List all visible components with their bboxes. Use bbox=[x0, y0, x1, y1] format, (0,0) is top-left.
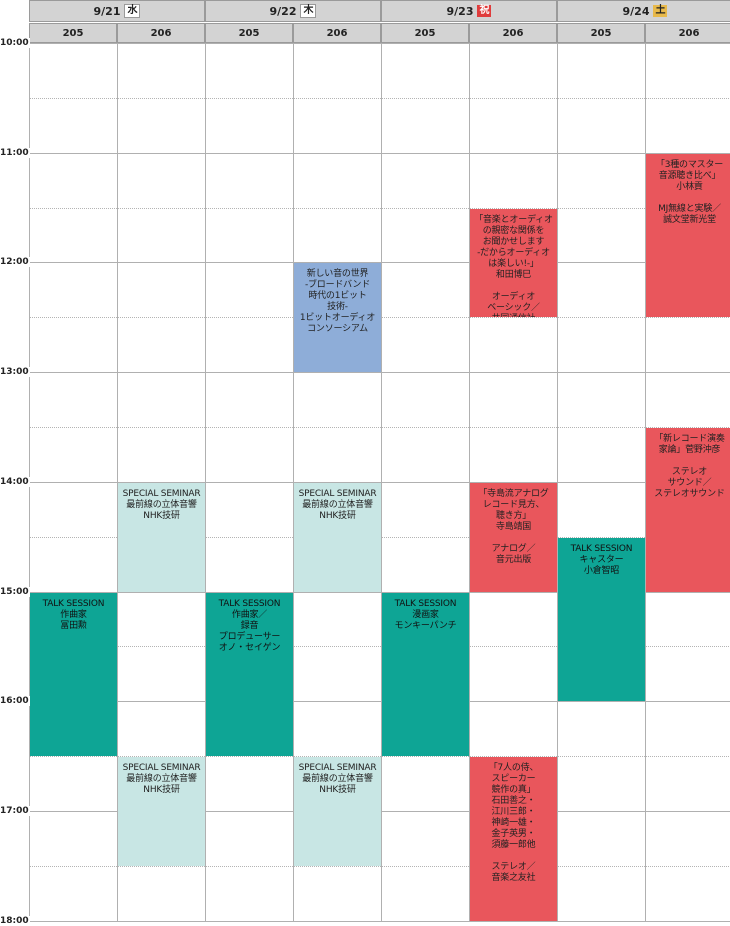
event-block[interactable]: TALK SESSION 漫画家 モンキーパンチ bbox=[382, 593, 469, 756]
day-date: 9/23 bbox=[446, 4, 474, 18]
weekday-badge: 木 bbox=[300, 4, 317, 18]
room-header: 205 bbox=[205, 23, 293, 43]
hour-line bbox=[29, 701, 730, 702]
column-line bbox=[293, 43, 294, 921]
hour-line bbox=[29, 262, 730, 263]
time-label: 18:00 bbox=[0, 916, 30, 926]
half-hour-line bbox=[29, 646, 730, 647]
hour-line bbox=[29, 372, 730, 373]
time-label: 15:00 bbox=[0, 587, 30, 597]
hour-line bbox=[29, 482, 730, 483]
event-block[interactable]: TALK SESSION 作曲家／ 録音 プロデューサー オノ・セイゲン bbox=[206, 593, 293, 756]
time-label: 14:00 bbox=[0, 477, 30, 487]
half-hour-line bbox=[29, 866, 730, 867]
weekday-badge: 土 bbox=[653, 5, 668, 17]
hour-line bbox=[29, 43, 730, 44]
room-header: 206 bbox=[469, 23, 557, 43]
room-header: 206 bbox=[293, 23, 381, 43]
hour-line bbox=[29, 921, 730, 922]
event-block[interactable]: 「新レコード演奏 家論」菅野沖彦 ステレオ サウンド／ ステレオサウンド bbox=[646, 428, 730, 592]
half-hour-line bbox=[29, 98, 730, 99]
weekday-badge: 水 bbox=[124, 4, 141, 18]
day-date: 9/22 bbox=[269, 4, 297, 18]
event-block[interactable]: 新しい音の世界 -ブロードバンド 時代の1ビット 技術- 1ビットオーディオ コ… bbox=[294, 263, 381, 372]
event-block[interactable]: TALK SESSION キャスター 小倉智昭 bbox=[558, 538, 645, 701]
half-hour-line bbox=[29, 208, 730, 209]
event-block[interactable]: SPECIAL SEMINAR 最前線の立体音響 NHK技研 bbox=[294, 483, 381, 592]
time-label: 12:00 bbox=[0, 257, 30, 267]
time-label: 16:00 bbox=[0, 696, 30, 706]
time-label: 13:00 bbox=[0, 367, 30, 377]
day-date: 9/24 bbox=[622, 4, 650, 18]
day-header-9-24: 9/24 土 bbox=[557, 0, 730, 22]
event-block[interactable]: SPECIAL SEMINAR 最前線の立体音響 NHK技研 bbox=[118, 757, 205, 866]
room-header: 205 bbox=[381, 23, 469, 43]
event-block[interactable]: 「3種のマスター 音源聴き比べ」 小林貢 MJ無線と実験／ 誠文堂新光堂 bbox=[646, 154, 730, 317]
hour-line bbox=[29, 153, 730, 154]
room-header: 206 bbox=[117, 23, 205, 43]
day-header-9-21: 9/21 水 bbox=[29, 0, 205, 22]
event-block[interactable]: 「7人の侍、 スピーカー 競作の真」 石田善之・ 江川三郎・ 神崎一雄・ 金子英… bbox=[470, 757, 557, 921]
weekday-badge: 祝 bbox=[477, 5, 492, 17]
column-line bbox=[117, 43, 118, 921]
day-header-9-22: 9/22 木 bbox=[205, 0, 381, 22]
half-hour-line bbox=[29, 756, 730, 757]
time-label: 17:00 bbox=[0, 806, 30, 816]
event-block[interactable]: 「寺島流アナログ レコード見方、 聴き方」 寺島靖国 アナログ／ 音元出版 bbox=[470, 483, 557, 592]
half-hour-line bbox=[29, 427, 730, 428]
room-header: 205 bbox=[29, 23, 117, 43]
day-date: 9/21 bbox=[93, 4, 121, 18]
column-line bbox=[557, 43, 558, 921]
hour-line bbox=[29, 592, 730, 593]
event-block[interactable]: 「音楽とオーディオ の親密な関係を お聞かせします -だからオーディオ は楽しい… bbox=[470, 209, 557, 317]
time-label: 10:00 bbox=[0, 38, 30, 48]
room-header: 205 bbox=[557, 23, 645, 43]
event-block[interactable]: SPECIAL SEMINAR 最前線の立体音響 NHK技研 bbox=[118, 483, 205, 592]
column-line bbox=[205, 43, 206, 921]
time-label: 11:00 bbox=[0, 148, 30, 158]
column-line bbox=[469, 43, 470, 921]
column-line bbox=[381, 43, 382, 921]
column-line bbox=[645, 43, 646, 921]
event-block[interactable]: TALK SESSION 作曲家 冨田勲 bbox=[30, 593, 117, 756]
room-header: 206 bbox=[645, 23, 730, 43]
event-block[interactable]: SPECIAL SEMINAR 最前線の立体音響 NHK技研 bbox=[294, 757, 381, 866]
day-header-9-23: 9/23 祝 bbox=[381, 0, 557, 22]
